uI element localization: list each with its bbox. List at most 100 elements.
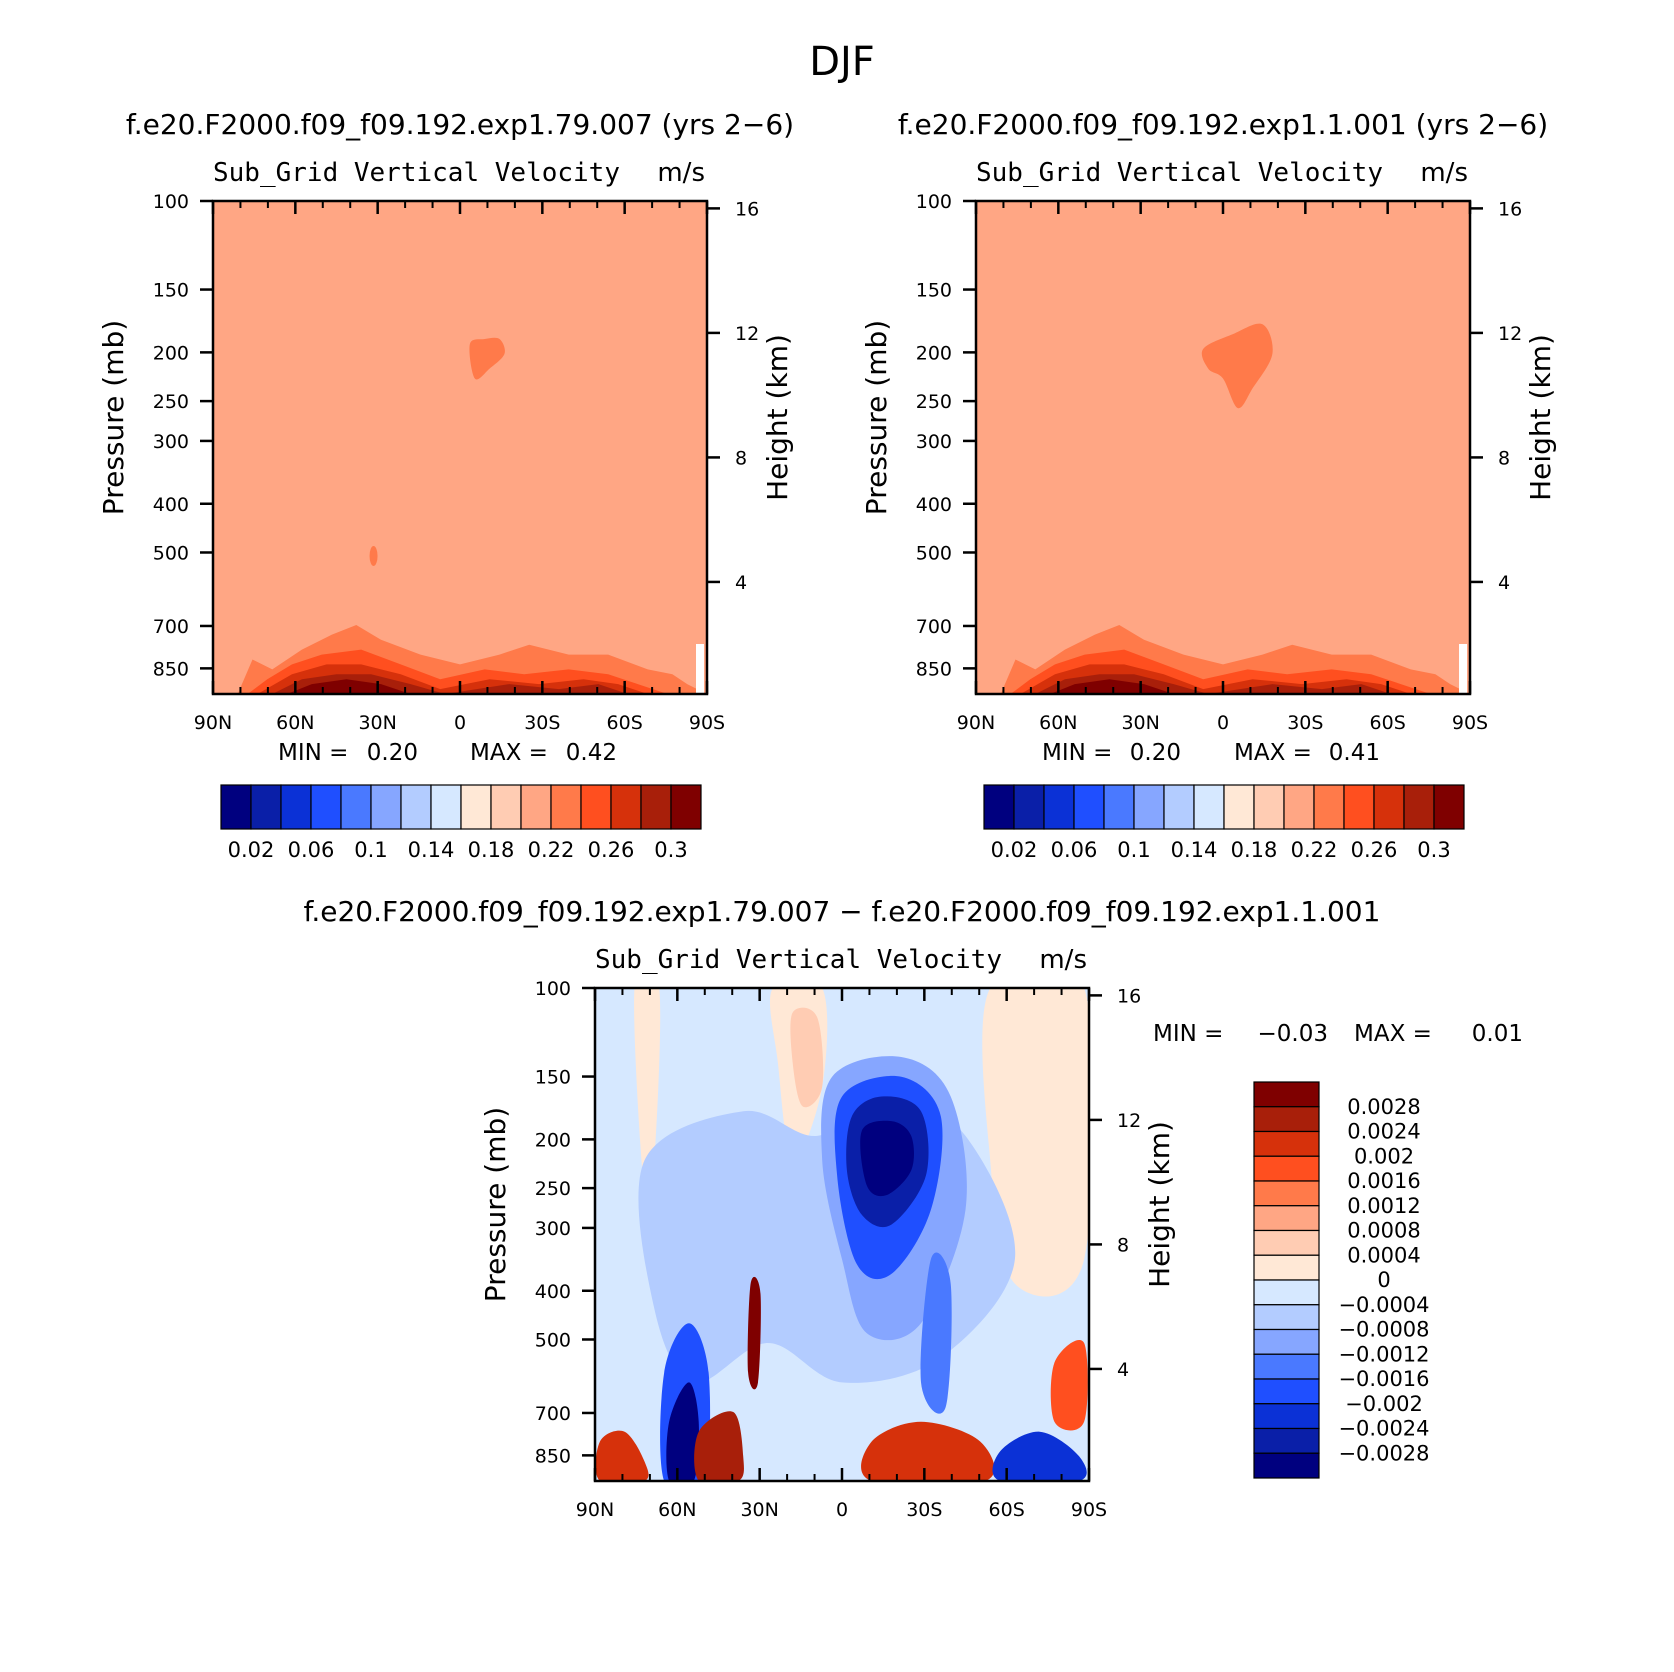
max-value: 0.41 xyxy=(1329,740,1380,766)
y-axis-label-right: Height (km) xyxy=(761,334,794,501)
height-tick-label: 4 xyxy=(1117,1359,1129,1381)
colorbar-label: 0.18 xyxy=(468,838,515,862)
contour-positive-surface-2 xyxy=(694,1411,744,1481)
colorbar-label: −0.0028 xyxy=(1338,1441,1429,1465)
max-label: MAX = xyxy=(470,740,548,766)
colorbar-label: 0.0016 xyxy=(1347,1169,1420,1193)
colorbar-box xyxy=(1043,784,1075,830)
pressure-tick-label: 500 xyxy=(153,542,189,564)
pressure-tick-label: 300 xyxy=(916,431,952,453)
contour-positive-surface-3 xyxy=(861,1421,995,1481)
panel-2: f.e20.F2000.f09_f09.192.exp1.1.001 (yrs … xyxy=(860,108,1557,862)
colorbar-label: 0.0028 xyxy=(1347,1095,1420,1119)
colorbar-box xyxy=(1253,1205,1320,1232)
colorbar-box xyxy=(1253,1254,1320,1281)
colorbar-label: −0.0012 xyxy=(1338,1342,1429,1366)
height-tick-label: 4 xyxy=(1498,572,1510,594)
height-tick-label: 12 xyxy=(1498,323,1522,345)
colorbar-box xyxy=(1253,1180,1320,1207)
pressure-tick-label: 100 xyxy=(535,978,571,1000)
height-tick-label: 16 xyxy=(1117,985,1141,1007)
contour-band-surface-5 xyxy=(976,679,1470,694)
colorbar-box xyxy=(1373,784,1405,830)
pressure-tick-label: 300 xyxy=(535,1218,571,1240)
colorbar-box xyxy=(520,784,552,830)
height-tick-label: 16 xyxy=(1498,198,1522,220)
colorbar-box xyxy=(670,784,702,830)
pressure-tick-label: 100 xyxy=(916,191,952,213)
pressure-tick-label: 500 xyxy=(535,1329,571,1351)
panel-title: Sub_Grid Vertical Velocity xyxy=(595,945,1002,975)
colorbar-label: 0.14 xyxy=(408,838,455,862)
contour-negative-column-60n-core xyxy=(666,1382,700,1481)
colorbar-box xyxy=(1253,1155,1320,1182)
pressure-tick-label: 250 xyxy=(916,391,952,413)
colorbar-box xyxy=(1253,1304,1320,1331)
latitude-tick-label: 30S xyxy=(906,1499,942,1521)
latitude-tick-label: 90S xyxy=(1071,1499,1107,1521)
colorbar-box xyxy=(1253,1427,1320,1454)
contour-negative-surface-5 xyxy=(992,1431,1087,1481)
max-label: MAX = xyxy=(1234,740,1312,766)
colorbar-box xyxy=(490,784,522,830)
colorbar-label: 0.3 xyxy=(654,838,687,862)
pressure-tick-label: 500 xyxy=(916,542,952,564)
pressure-tick-label: 850 xyxy=(916,658,952,680)
y-axis-label-right: Height (km) xyxy=(1524,334,1557,501)
max-label: MAX = xyxy=(1354,1021,1432,1047)
panel-units: m/s xyxy=(657,158,705,188)
colorbar-box xyxy=(550,784,582,830)
colorbar-label: 0.14 xyxy=(1171,838,1218,862)
pressure-tick-label: 400 xyxy=(153,494,189,516)
pressure-tick-label: 700 xyxy=(153,616,189,638)
colorbar-box xyxy=(1253,1081,1320,1108)
colorbar-label: 0 xyxy=(1377,1268,1390,1292)
latitude-tick-label: 30N xyxy=(740,1499,778,1521)
height-tick-label: 16 xyxy=(735,198,759,220)
latitude-tick-label: 60S xyxy=(607,712,643,734)
max-value: 0.42 xyxy=(566,740,617,766)
contour-maximum-upper xyxy=(1201,323,1273,409)
colorbar-box xyxy=(640,784,672,830)
pressure-tick-label: 200 xyxy=(153,342,189,364)
colorbar-label: 0.0012 xyxy=(1347,1194,1420,1218)
pressure-tick-label: 150 xyxy=(153,280,189,302)
colorbar-label: 0.0024 xyxy=(1347,1120,1420,1144)
contour-background xyxy=(976,201,1470,694)
colorbar-label: 0.002 xyxy=(1354,1144,1414,1168)
contour-maximum-mid xyxy=(369,545,378,566)
pressure-tick-label: 850 xyxy=(535,1445,571,1467)
colorbar-box xyxy=(220,784,252,830)
colorbar-box xyxy=(1253,1452,1320,1479)
panel-units: m/s xyxy=(1039,945,1087,975)
colorbar-label: −0.0008 xyxy=(1338,1318,1429,1342)
height-tick-label: 12 xyxy=(1117,1110,1141,1132)
colorbar-box xyxy=(1283,784,1315,830)
colorbar-box xyxy=(1253,784,1285,830)
latitude-tick-label: 30N xyxy=(1121,712,1159,734)
min-label: MIN = xyxy=(278,740,348,766)
latitude-tick-label: 90N xyxy=(957,712,995,734)
colorbar-label: 0.26 xyxy=(588,838,635,862)
latitude-tick-label: 60N xyxy=(276,712,314,734)
missing-data-edge xyxy=(1459,644,1467,694)
colorbar-label: −0.0024 xyxy=(1338,1417,1429,1441)
contour-maximum-upper xyxy=(469,337,505,380)
colorbar-box xyxy=(1343,784,1375,830)
latitude-tick-label: 30S xyxy=(1287,712,1323,734)
latitude-tick-label: 90S xyxy=(689,712,725,734)
colorbar-label: −0.0016 xyxy=(1338,1367,1429,1391)
colorbar-box xyxy=(1253,1229,1320,1256)
y-axis-label: Pressure (mb) xyxy=(860,320,893,515)
colorbar-box xyxy=(1253,1130,1320,1157)
colorbar-label: 0.06 xyxy=(1051,838,1098,862)
colorbar-box xyxy=(310,784,342,830)
pressure-tick-label: 200 xyxy=(916,342,952,364)
colorbar-box xyxy=(1253,1403,1320,1430)
latitude-tick-label: 90N xyxy=(194,712,232,734)
latitude-tick-label: 30N xyxy=(358,712,396,734)
case-label: f.e20.F2000.f09_f09.192.exp1.79.007 − f.… xyxy=(304,895,1381,928)
contour-background xyxy=(213,201,707,694)
min-value: 0.20 xyxy=(1130,740,1181,766)
latitude-tick-label: 60S xyxy=(989,1499,1025,1521)
